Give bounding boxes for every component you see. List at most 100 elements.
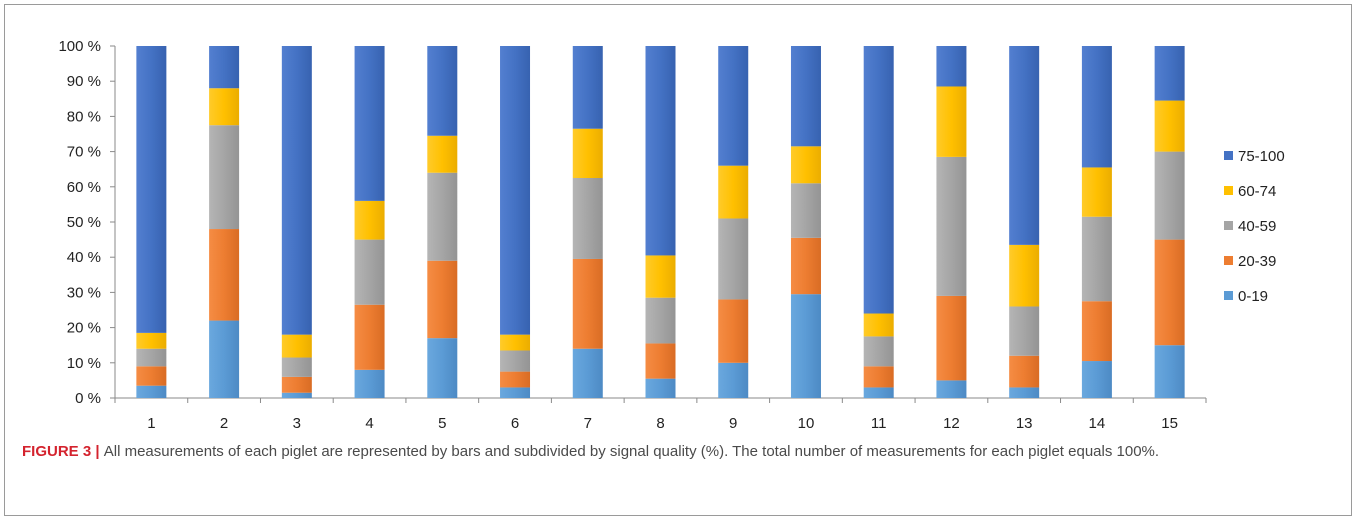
bar-segment-20-39-2 bbox=[209, 229, 240, 321]
bar-segment-0-19-8 bbox=[645, 378, 676, 398]
x-tick-label: 3 bbox=[293, 415, 301, 432]
bar-segment-20-39-1 bbox=[136, 366, 167, 386]
bar-segment-75-100-12 bbox=[936, 46, 967, 87]
bar-segment-40-59-7 bbox=[572, 178, 603, 259]
bar-segment-0-19-13 bbox=[1009, 387, 1040, 398]
bar-segment-0-19-14 bbox=[1081, 361, 1112, 398]
bar-segment-0-19-7 bbox=[572, 348, 603, 398]
bar-segment-75-100-14 bbox=[1081, 46, 1112, 168]
bar-segment-40-59-3 bbox=[281, 357, 312, 377]
bar-segment-75-100-1 bbox=[136, 46, 167, 333]
bar-segment-0-19-15 bbox=[1154, 345, 1185, 398]
y-tick-label: 90 % bbox=[67, 73, 101, 90]
caption-separator: | bbox=[91, 443, 104, 460]
bar-segment-20-39-11 bbox=[863, 366, 894, 388]
bar-segment-20-39-13 bbox=[1009, 355, 1040, 388]
caption-text: All measurements of each piglet are repr… bbox=[103, 443, 1160, 460]
legend-label-0-19: 0-19 bbox=[1238, 288, 1268, 305]
figure-frame bbox=[4, 4, 1352, 516]
bar-segment-40-59-2 bbox=[209, 125, 240, 230]
bar-segment-40-59-12 bbox=[936, 156, 967, 296]
bars-group bbox=[136, 46, 1185, 398]
bar-segment-60-74-2 bbox=[209, 88, 240, 126]
bar-segment-20-39-8 bbox=[645, 343, 676, 379]
bar-segment-40-59-4 bbox=[354, 239, 385, 305]
bar-segment-60-74-6 bbox=[500, 334, 531, 351]
bar-segment-75-100-2 bbox=[209, 46, 240, 89]
bar-segment-60-74-15 bbox=[1154, 100, 1185, 152]
legend: 75-100 60-74 40-59 20-39 0-19 bbox=[1224, 148, 1285, 305]
bar-segment-40-59-14 bbox=[1081, 216, 1112, 302]
x-tick-label: 14 bbox=[1089, 415, 1106, 432]
bar-segment-20-39-4 bbox=[354, 304, 385, 370]
bar-segment-60-74-9 bbox=[718, 165, 749, 219]
x-tick-label: 6 bbox=[511, 415, 519, 432]
x-tick-label: 13 bbox=[1016, 415, 1033, 432]
bar-segment-60-74-14 bbox=[1081, 167, 1112, 217]
legend-label-20-39: 20-39 bbox=[1238, 253, 1276, 270]
bar-segment-20-39-3 bbox=[281, 376, 312, 393]
bar-segment-0-19-1 bbox=[136, 385, 167, 398]
legend-label-40-59: 40-59 bbox=[1238, 218, 1276, 235]
bar-segment-60-74-1 bbox=[136, 332, 167, 349]
bar-segment-40-59-8 bbox=[645, 297, 676, 344]
bar-segment-75-100-11 bbox=[863, 46, 894, 314]
y-tick-label: 0 % bbox=[75, 390, 101, 407]
bar-segment-40-59-9 bbox=[718, 218, 749, 300]
x-tick-label: 2 bbox=[220, 415, 228, 432]
bar-segment-40-59-10 bbox=[790, 183, 821, 238]
bar-segment-75-100-7 bbox=[572, 46, 603, 129]
caption-label: FIGURE 3 bbox=[22, 443, 92, 460]
x-tick-label: 10 bbox=[798, 415, 815, 432]
y-tick-label: 30 % bbox=[67, 284, 101, 301]
bar-segment-75-100-10 bbox=[790, 46, 821, 147]
bar-segment-75-100-13 bbox=[1009, 46, 1040, 245]
x-tick-label: 1 bbox=[147, 415, 155, 432]
y-tick-label: 10 % bbox=[67, 355, 101, 372]
bar-segment-60-74-11 bbox=[863, 313, 894, 337]
x-tick-label: 15 bbox=[1161, 415, 1178, 432]
bar-segment-0-19-3 bbox=[281, 392, 312, 398]
bar-segment-0-19-6 bbox=[500, 387, 531, 398]
x-tick-label: 4 bbox=[365, 415, 373, 432]
bar-segment-60-74-5 bbox=[427, 135, 458, 173]
y-tick-label: 100 % bbox=[58, 38, 101, 55]
x-tick-label: 11 bbox=[871, 415, 887, 432]
bar-segment-20-39-7 bbox=[572, 258, 603, 349]
figure-caption: FIGURE 3 | All measurements of each pigl… bbox=[22, 441, 1342, 463]
bar-segment-0-19-4 bbox=[354, 369, 385, 398]
bar-segment-40-59-5 bbox=[427, 172, 458, 261]
bar-segment-60-74-12 bbox=[936, 86, 967, 157]
bar-segment-20-39-14 bbox=[1081, 301, 1112, 362]
bar-segment-0-19-11 bbox=[863, 387, 894, 398]
x-tick-label: 8 bbox=[656, 415, 664, 432]
x-tick-label: 5 bbox=[438, 415, 446, 432]
bar-segment-20-39-9 bbox=[718, 299, 749, 363]
x-tick-label: 9 bbox=[729, 415, 737, 432]
bar-segment-40-59-11 bbox=[863, 336, 894, 367]
bar-segment-60-74-7 bbox=[572, 128, 603, 178]
bar-segment-0-19-12 bbox=[936, 380, 967, 398]
y-tick-label: 80 % bbox=[67, 108, 101, 125]
y-tick-label: 50 % bbox=[67, 214, 101, 231]
bar-segment-40-59-1 bbox=[136, 348, 167, 367]
bar-segment-60-74-13 bbox=[1009, 244, 1040, 307]
legend-swatch-40-59 bbox=[1224, 221, 1233, 230]
bar-segment-75-100-6 bbox=[500, 46, 531, 335]
x-tick-label: 7 bbox=[584, 415, 592, 432]
bar-segment-0-19-2 bbox=[209, 320, 240, 398]
bar-segment-0-19-9 bbox=[718, 362, 749, 398]
bar-segment-0-19-5 bbox=[427, 338, 458, 398]
legend-swatch-60-74 bbox=[1224, 186, 1233, 195]
legend-label-75-100: 75-100 bbox=[1238, 148, 1285, 165]
stacked-bar-chart: 0 % 10 % 20 % 30 % 40 % 50 % 60 % 70 % 80 % 90 % 1… bbox=[58, 38, 1285, 432]
bar-segment-40-59-15 bbox=[1154, 151, 1185, 240]
axes-group: 0 % 10 % 20 % 30 % 40 % 50 % 60 % 70 % 80 % 90 % 1… bbox=[58, 38, 1207, 432]
bar-segment-75-100-8 bbox=[645, 46, 676, 256]
y-tick-label: 70 % bbox=[67, 144, 101, 161]
legend-label-60-74: 60-74 bbox=[1238, 183, 1276, 200]
legend-swatch-0-19 bbox=[1224, 291, 1233, 300]
legend-swatch-20-39 bbox=[1224, 256, 1233, 265]
bar-segment-60-74-3 bbox=[281, 334, 312, 358]
bar-segment-20-39-10 bbox=[790, 237, 821, 295]
